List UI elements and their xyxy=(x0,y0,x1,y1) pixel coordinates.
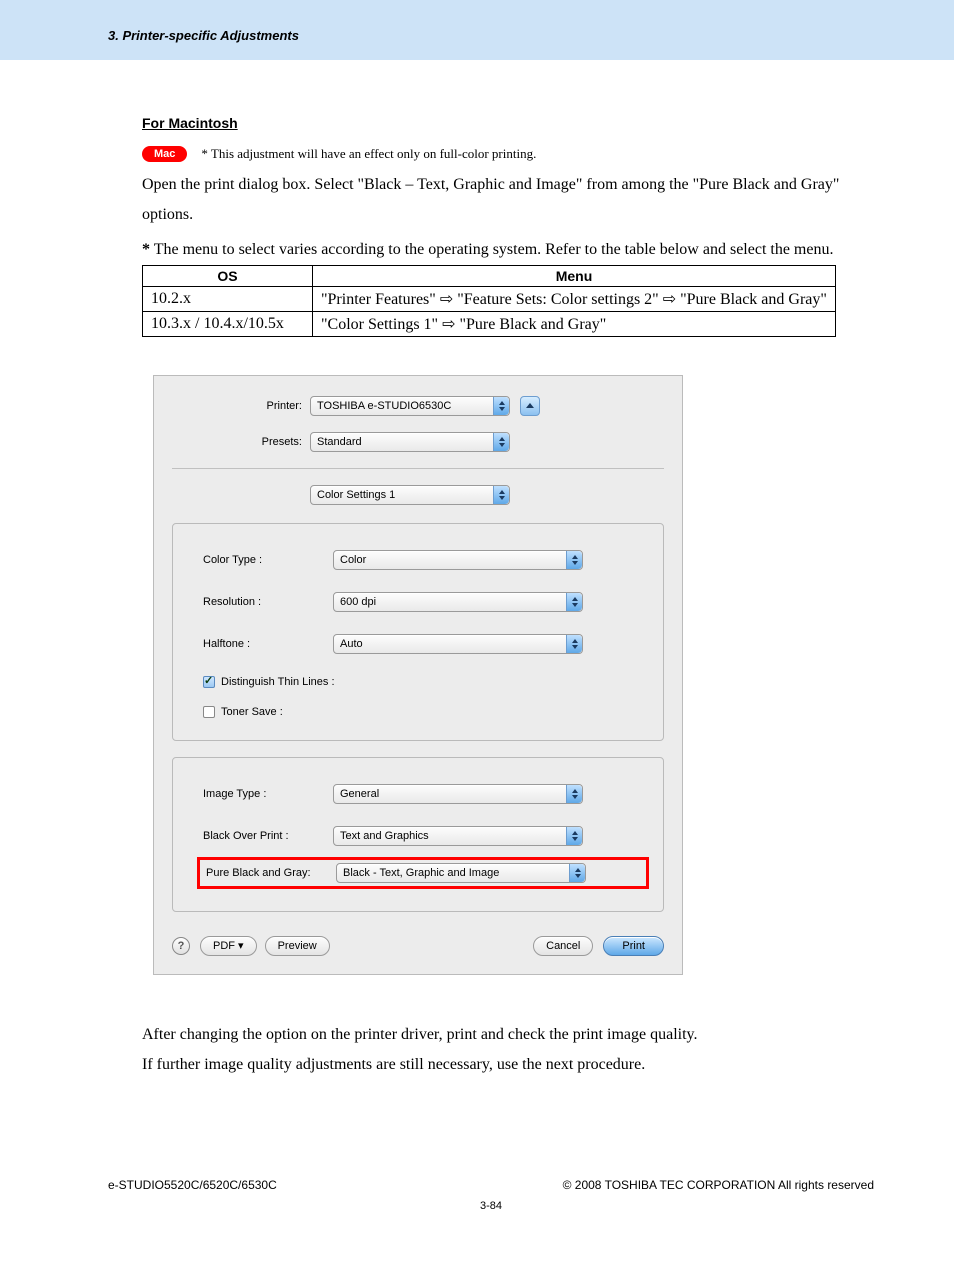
image-type-combo[interactable]: General xyxy=(333,784,583,804)
spinner-icon xyxy=(566,593,582,611)
arrow-icon: ⇨ xyxy=(663,291,676,308)
halftone-row: Halftone : Auto xyxy=(203,634,643,654)
mac-badge: Mac xyxy=(142,146,187,162)
spinner-icon xyxy=(566,785,582,803)
presets-row: Presets: Standard xyxy=(172,432,664,452)
help-icon[interactable]: ? xyxy=(172,937,190,955)
printer-combo[interactable]: TOSHIBA e-STUDIO6530C xyxy=(310,396,510,416)
footer-right: © 2008 TOSHIBA TEC CORPORATION All right… xyxy=(563,1178,874,1192)
print-dialog: Printer: TOSHIBA e-STUDIO6530C Presets: … xyxy=(153,375,683,975)
toner-save-row: Toner Save : xyxy=(203,706,643,718)
expand-button[interactable] xyxy=(520,396,540,416)
after-line-2: If further image quality adjustments are… xyxy=(142,1050,849,1080)
table-note: * The menu to select varies according to… xyxy=(142,241,849,259)
image-type-row: Image Type : General xyxy=(203,784,643,804)
page-header: 3. Printer-specific Adjustments xyxy=(0,0,954,60)
color-type-row: Color Type : Color xyxy=(203,550,643,570)
black-over-combo[interactable]: Text and Graphics xyxy=(333,826,583,846)
color-type-value: Color xyxy=(340,554,366,566)
presets-combo[interactable]: Standard xyxy=(310,432,510,452)
page-combo-value: Color Settings 1 xyxy=(317,489,395,501)
resolution-combo[interactable]: 600 dpi xyxy=(333,592,583,612)
after-line-1: After changing the option on the printer… xyxy=(142,1020,849,1050)
toner-save-label: Toner Save : xyxy=(221,706,283,718)
pure-black-row-highlight: Pure Black and Gray: Black - Text, Graph… xyxy=(197,857,649,889)
page-number: 3-84 xyxy=(108,1200,874,1212)
black-over-value: Text and Graphics xyxy=(340,830,429,842)
resolution-row: Resolution : 600 dpi xyxy=(203,592,643,612)
distinguish-label: Distinguish Thin Lines : xyxy=(221,676,335,688)
image-type-value: General xyxy=(340,788,379,800)
paragraph-1: Open the print dialog box. Select "Black… xyxy=(142,170,849,231)
fieldset-top: Color Type : Color Resolution : 600 dpi … xyxy=(172,523,664,741)
pdf-button[interactable]: PDF ▾ xyxy=(200,936,257,956)
divider xyxy=(172,468,664,469)
color-type-combo[interactable]: Color xyxy=(333,550,583,570)
pure-black-label: Pure Black and Gray: xyxy=(206,867,336,879)
black-over-label: Black Over Print : xyxy=(203,830,333,842)
th-os: OS xyxy=(143,265,313,286)
halftone-combo[interactable]: Auto xyxy=(333,634,583,654)
cell-menu: "Printer Features" ⇨ "Feature Sets: Colo… xyxy=(313,286,836,311)
spinner-icon xyxy=(493,486,509,504)
cell-os: 10.3.x / 10.4.x/10.5x xyxy=(143,311,313,336)
subheading: For Macintosh xyxy=(142,115,849,131)
pure-black-combo[interactable]: Black - Text, Graphic and Image xyxy=(336,863,586,883)
halftone-value: Auto xyxy=(340,638,363,650)
table-row: 10.3.x / 10.4.x/10.5x "Color Settings 1"… xyxy=(143,311,836,336)
printer-value: TOSHIBA e-STUDIO6530C xyxy=(317,400,451,412)
black-over-row: Black Over Print : Text and Graphics xyxy=(203,826,643,846)
dialog-footer: ? PDF ▾ Preview Cancel Print xyxy=(172,936,664,956)
page-footer: e-STUDIO5520C/6520C/6530C © 2008 TOSHIBA… xyxy=(0,1178,954,1212)
spinner-icon xyxy=(493,397,509,415)
presets-value: Standard xyxy=(317,436,362,448)
spinner-icon xyxy=(566,827,582,845)
pure-black-value: Black - Text, Graphic and Image xyxy=(343,867,499,879)
presets-label: Presets: xyxy=(172,436,310,448)
footer-row: e-STUDIO5520C/6520C/6530C © 2008 TOSHIBA… xyxy=(108,1178,874,1192)
arrow-icon: ⇨ xyxy=(440,291,453,308)
cell-menu: "Color Settings 1" ⇨ "Pure Black and Gra… xyxy=(313,311,836,336)
resolution-label: Resolution : xyxy=(203,596,333,608)
printer-label: Printer: xyxy=(172,400,310,412)
distinguish-row: Distinguish Thin Lines : xyxy=(203,676,643,688)
spinner-icon xyxy=(493,433,509,451)
halftone-label: Halftone : xyxy=(203,638,333,650)
toner-save-checkbox[interactable] xyxy=(203,706,215,718)
page-content: For Macintosh Mac * This adjustment will… xyxy=(0,60,954,1081)
asterisk: * xyxy=(142,241,150,258)
os-menu-table: OS Menu 10.2.x "Printer Features" ⇨ "Fea… xyxy=(142,265,836,337)
page-combo[interactable]: Color Settings 1 xyxy=(310,485,510,505)
table-header-row: OS Menu xyxy=(143,265,836,286)
spinner-icon xyxy=(566,551,582,569)
arrow-icon: ⇨ xyxy=(442,316,455,333)
spinner-icon xyxy=(566,635,582,653)
cell-os: 10.2.x xyxy=(143,286,313,311)
footer-left: e-STUDIO5520C/6520C/6530C xyxy=(108,1178,277,1192)
after-paragraphs: After changing the option on the printer… xyxy=(142,1020,849,1081)
cancel-button[interactable]: Cancel xyxy=(533,936,593,956)
mac-note-row: Mac * This adjustment will have an effec… xyxy=(142,146,849,162)
table-row: 10.2.x "Printer Features" ⇨ "Feature Set… xyxy=(143,286,836,311)
page-combo-row: Color Settings 1 xyxy=(172,485,664,505)
color-type-label: Color Type : xyxy=(203,554,333,566)
mac-note: * This adjustment will have an effect on… xyxy=(201,146,536,162)
preview-button[interactable]: Preview xyxy=(265,936,330,956)
fieldset-bottom: Image Type : General Black Over Print : … xyxy=(172,757,664,912)
spinner-icon xyxy=(569,864,585,882)
distinguish-checkbox[interactable] xyxy=(203,676,215,688)
note-text: The menu to select varies according to t… xyxy=(150,241,833,258)
resolution-value: 600 dpi xyxy=(340,596,376,608)
printer-row: Printer: TOSHIBA e-STUDIO6530C xyxy=(172,396,664,416)
th-menu: Menu xyxy=(313,265,836,286)
section-title: 3. Printer-specific Adjustments xyxy=(108,28,299,43)
print-button[interactable]: Print xyxy=(603,936,664,956)
image-type-label: Image Type : xyxy=(203,788,333,800)
